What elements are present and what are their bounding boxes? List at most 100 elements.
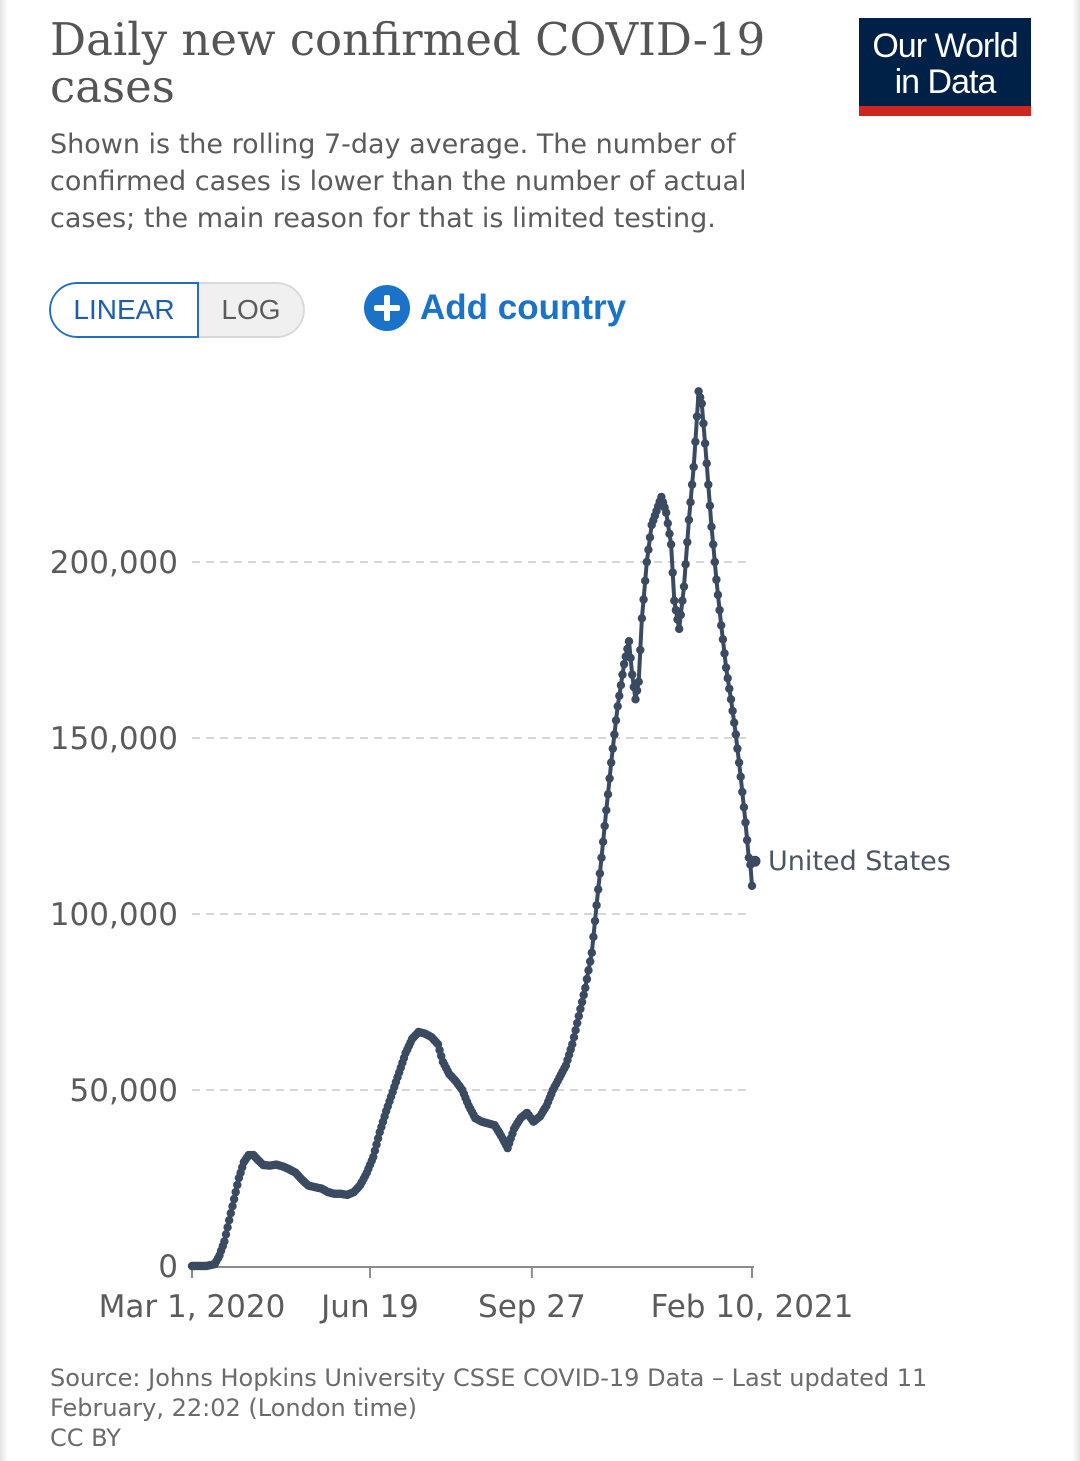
data-point (626, 653, 635, 663)
data-point (721, 663, 731, 672)
data-point (637, 614, 647, 623)
data-point (742, 835, 752, 845)
data-point (223, 1223, 232, 1232)
data-point (691, 437, 700, 446)
data-point (726, 695, 736, 704)
data-point (645, 533, 655, 542)
data-point (220, 1237, 229, 1246)
linear-scale-button[interactable]: LINEAR (49, 282, 199, 338)
data-point (584, 966, 593, 975)
data-point (741, 818, 750, 827)
data-point (636, 645, 645, 655)
data-point (221, 1230, 231, 1239)
data-point (725, 684, 734, 693)
data-point (720, 649, 729, 658)
data-point (615, 691, 624, 700)
data-point (225, 1216, 234, 1225)
data-point (590, 916, 600, 926)
x-tick-label: Feb 10, 2021 (651, 1289, 854, 1325)
data-point (697, 399, 706, 408)
data-point (739, 803, 749, 812)
data-point (733, 744, 742, 753)
data-point (731, 730, 740, 739)
data-point (579, 990, 588, 1000)
data-point (605, 774, 614, 783)
series-layer (187, 387, 761, 1271)
data-point (576, 1004, 585, 1014)
data-point (619, 659, 629, 669)
data-point (577, 997, 587, 1007)
data-point (707, 522, 716, 531)
data-point (628, 670, 637, 679)
data-point (607, 758, 616, 767)
data-point (644, 545, 653, 554)
data-point (623, 644, 632, 653)
data-point (692, 412, 702, 421)
data-point (610, 730, 619, 739)
data-point (683, 537, 692, 547)
data-point (594, 885, 603, 894)
axis-layer: 0 50,000 100,000 150,000 200,000 Mar 1, 2020 J… (50, 545, 854, 1325)
data-point (678, 596, 687, 605)
x-tick-label: Mar 1, 2020 (99, 1289, 286, 1325)
data-point (718, 635, 728, 644)
data-point (586, 957, 595, 966)
frame-edge-left (0, 0, 8, 1461)
data-point (717, 621, 726, 630)
series-end-marker (749, 855, 761, 867)
logo-line-1: Our World (872, 27, 1018, 65)
data-point (668, 568, 677, 577)
data-point (598, 837, 608, 846)
plus-circle-icon (364, 285, 410, 331)
data-point (662, 508, 671, 517)
data-point (723, 674, 732, 683)
data-point (736, 772, 745, 781)
data-point (233, 1180, 242, 1190)
series-label-united-states: United States (768, 846, 951, 877)
data-point (681, 560, 690, 569)
data-point (684, 515, 694, 524)
data-point (632, 686, 642, 695)
data-point (712, 575, 721, 584)
x-tick-label: Jun 19 (319, 1289, 419, 1325)
data-point (587, 948, 596, 957)
logo-accent-bar (859, 106, 1031, 116)
label-layer: United States (768, 846, 951, 877)
y-tick-label: 0 (158, 1249, 178, 1285)
add-country-label: Add country (420, 288, 627, 327)
data-point (700, 439, 710, 448)
data-point (611, 716, 621, 725)
source-note: Source: Johns Hopkins University CSSE CO… (50, 1364, 928, 1422)
owid-logo[interactable]: Our World in Data (859, 18, 1031, 116)
logo-line-2: in Data (894, 63, 997, 101)
grid-layer (192, 561, 752, 1091)
data-point (573, 1018, 582, 1028)
y-tick-label: 100,000 (50, 897, 178, 933)
data-point (728, 706, 737, 716)
data-point (581, 983, 590, 993)
data-point (738, 787, 747, 797)
data-point (642, 557, 651, 567)
data-point (641, 576, 650, 585)
data-point (582, 974, 592, 984)
data-point (618, 670, 627, 679)
license-link[interactable]: CC BY (50, 1424, 121, 1452)
data-point (713, 590, 723, 600)
data-point (747, 881, 757, 890)
data-point (631, 695, 640, 704)
y-tick-label: 150,000 (50, 721, 178, 757)
data-point (686, 498, 695, 507)
data-point (639, 595, 648, 604)
add-country-button[interactable]: Add country (364, 284, 626, 332)
y-tick-label: 50,000 (70, 1073, 178, 1109)
data-point (734, 758, 744, 767)
log-scale-button[interactable]: LOG (199, 282, 305, 338)
data-point (589, 932, 598, 942)
data-point (592, 901, 601, 910)
data-point (705, 501, 715, 510)
data-point (568, 1040, 577, 1049)
data-point (634, 677, 643, 686)
frame-edge-right (1072, 0, 1080, 1461)
data-point (679, 582, 689, 591)
data-point (571, 1026, 580, 1035)
